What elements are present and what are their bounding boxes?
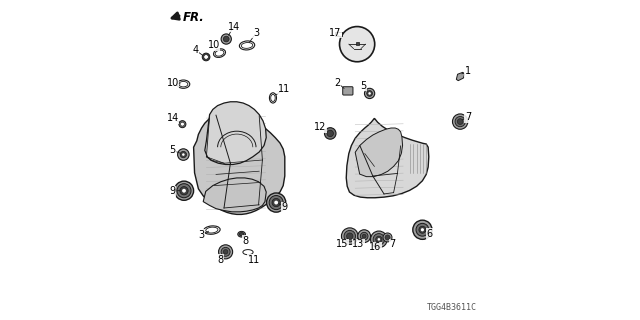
Text: 8: 8: [243, 236, 249, 246]
Text: 4: 4: [193, 45, 199, 55]
Circle shape: [419, 226, 426, 233]
Text: 17: 17: [329, 28, 342, 38]
Text: 1: 1: [465, 66, 471, 76]
Text: 9: 9: [170, 186, 176, 196]
Text: 11: 11: [248, 255, 260, 265]
Ellipse shape: [204, 226, 220, 234]
Polygon shape: [204, 178, 266, 212]
Polygon shape: [205, 102, 266, 164]
Ellipse shape: [269, 93, 276, 103]
Circle shape: [223, 36, 229, 42]
Circle shape: [179, 121, 186, 128]
Circle shape: [221, 34, 232, 44]
Circle shape: [180, 122, 184, 126]
Circle shape: [202, 53, 210, 61]
Circle shape: [344, 230, 356, 242]
Circle shape: [358, 230, 371, 243]
Circle shape: [360, 232, 368, 240]
Ellipse shape: [214, 49, 225, 57]
Text: 2: 2: [334, 77, 340, 88]
Text: 9: 9: [282, 202, 288, 212]
Circle shape: [376, 236, 382, 243]
Circle shape: [180, 187, 188, 195]
Polygon shape: [193, 112, 285, 214]
Circle shape: [182, 189, 186, 193]
Text: 14: 14: [227, 21, 240, 32]
Ellipse shape: [243, 250, 253, 255]
Ellipse shape: [239, 41, 255, 50]
Circle shape: [367, 91, 372, 96]
Text: 5: 5: [360, 81, 367, 91]
Circle shape: [219, 245, 233, 259]
Ellipse shape: [238, 231, 246, 237]
Text: 3: 3: [198, 229, 204, 240]
Circle shape: [378, 238, 380, 241]
Text: 6: 6: [426, 228, 433, 239]
Circle shape: [383, 233, 392, 242]
Text: 3: 3: [253, 28, 259, 38]
Text: 10: 10: [207, 40, 220, 51]
Circle shape: [266, 193, 285, 212]
Text: 7: 7: [389, 239, 396, 249]
Text: 15: 15: [336, 239, 349, 249]
Circle shape: [421, 228, 424, 231]
Polygon shape: [355, 128, 403, 177]
Circle shape: [365, 88, 375, 99]
Ellipse shape: [177, 80, 190, 88]
Circle shape: [269, 196, 283, 210]
Circle shape: [204, 55, 209, 59]
Circle shape: [457, 119, 463, 124]
Circle shape: [369, 92, 371, 95]
Circle shape: [182, 153, 185, 156]
Circle shape: [178, 149, 189, 160]
Polygon shape: [456, 72, 465, 81]
Circle shape: [272, 198, 280, 207]
Circle shape: [339, 27, 375, 62]
Circle shape: [327, 130, 333, 137]
Circle shape: [177, 184, 191, 198]
Circle shape: [416, 223, 429, 236]
Text: FR.: FR.: [183, 11, 205, 24]
Circle shape: [221, 247, 230, 256]
Circle shape: [223, 250, 228, 254]
Circle shape: [373, 234, 385, 245]
Text: 5: 5: [170, 145, 176, 156]
Circle shape: [413, 220, 432, 239]
Circle shape: [452, 114, 468, 129]
Text: 16: 16: [369, 242, 381, 252]
Polygon shape: [346, 118, 429, 198]
Text: 14: 14: [166, 113, 179, 124]
Text: TGG4B3611C: TGG4B3611C: [427, 303, 477, 312]
Circle shape: [274, 201, 278, 204]
Circle shape: [347, 233, 353, 239]
Text: 13: 13: [352, 239, 365, 249]
Text: 12: 12: [314, 122, 326, 132]
Text: 11: 11: [278, 84, 290, 94]
Circle shape: [342, 228, 358, 244]
Text: 7: 7: [465, 112, 471, 123]
Ellipse shape: [239, 233, 244, 236]
Circle shape: [455, 116, 465, 127]
Circle shape: [324, 128, 336, 139]
FancyBboxPatch shape: [343, 87, 353, 95]
Text: 10: 10: [166, 78, 179, 88]
Text: 8: 8: [217, 255, 223, 265]
Circle shape: [362, 234, 366, 238]
Bar: [335, 32, 342, 36]
Circle shape: [180, 151, 187, 158]
Bar: [356, 42, 360, 45]
Circle shape: [385, 235, 390, 240]
Circle shape: [371, 231, 387, 248]
Circle shape: [174, 181, 194, 200]
